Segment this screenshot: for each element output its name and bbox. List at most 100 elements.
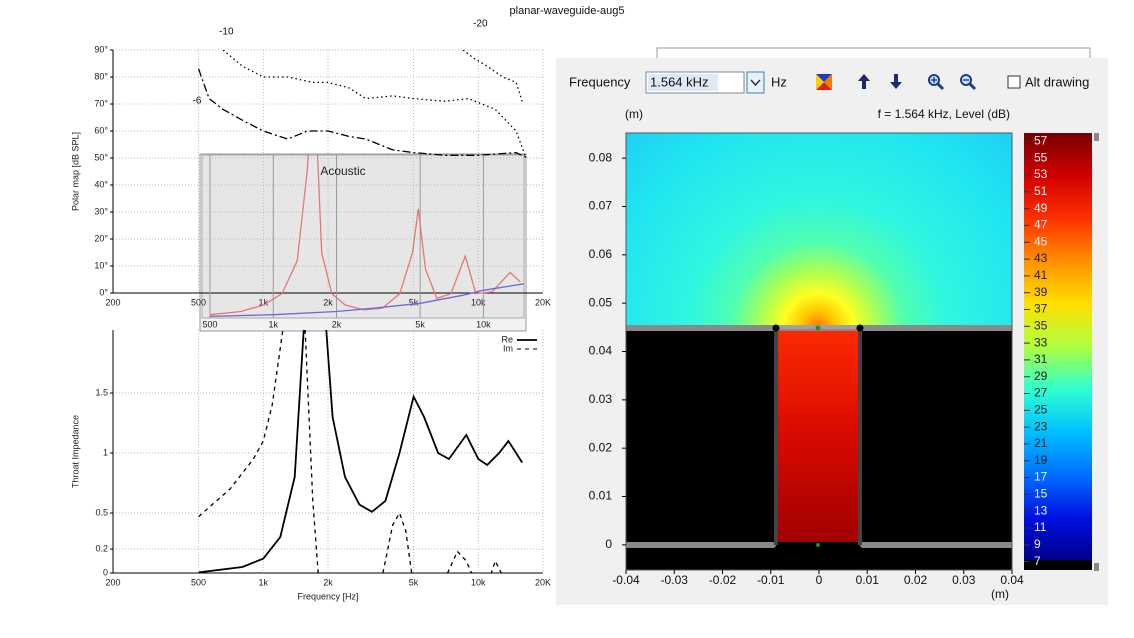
y-tick-label: 0.05 (589, 295, 613, 309)
x-tick-label: 5k (409, 577, 419, 587)
acoustic-plot-area (201, 154, 525, 319)
y-tick-label: 30° (94, 206, 108, 216)
colorbar-handle[interactable] (1094, 563, 1099, 571)
y-tick-label: 0.06 (589, 247, 613, 261)
y-tick-label: 40° (94, 179, 108, 189)
y-tick-label: 10° (94, 260, 108, 270)
x-tick-label: 0.01 (856, 573, 880, 587)
down-button[interactable] (890, 74, 902, 89)
x-tick-label: 0 (816, 573, 823, 587)
x-tick-label: 20K (535, 577, 551, 587)
y-tick-label: 20° (94, 233, 108, 243)
colorbar-tick-label: 31 (1034, 352, 1048, 366)
colorbar-tick-label: 47 (1034, 218, 1048, 232)
x-tick-label: 0.04 (1000, 573, 1024, 587)
x-tick-label: -0.02 (709, 573, 737, 587)
plot-lines (209, 155, 524, 318)
colorbar-tick-label: 11 (1034, 520, 1047, 534)
colorbar-tick-label: 43 (1034, 251, 1048, 265)
x-tick-label: 2k (323, 577, 333, 587)
x-tick-label: 10k (476, 319, 491, 329)
colorbar-tick-label: 29 (1034, 369, 1048, 383)
contour-label: -20 (473, 19, 488, 30)
colorbar-tick-label: 27 (1034, 386, 1048, 400)
y-tick-label: 50° (94, 152, 108, 162)
frequency-label: Frequency (569, 74, 631, 89)
x-tick-label: 5k (409, 297, 419, 307)
legend-label: Im (503, 343, 513, 353)
series-line (198, 330, 503, 573)
y-tick-label: 0.5 (95, 507, 108, 517)
y-tick-label: 60° (94, 125, 108, 135)
palette-button[interactable] (816, 74, 832, 90)
colorbar-tick-label: 53 (1034, 167, 1048, 181)
series-line (198, 330, 523, 573)
colorbar-tick-label: 49 (1034, 201, 1048, 215)
series-line (222, 50, 526, 156)
plot-lines (197, 50, 529, 159)
colorbar-handle[interactable] (1094, 133, 1099, 141)
colorbar-tick-label: 37 (1034, 302, 1048, 316)
colorbar-tick-label: 7 (1034, 554, 1041, 568)
series-line (209, 155, 521, 316)
y-tick-label: 0.01 (589, 489, 613, 503)
frequency-dropdown[interactable] (746, 71, 765, 94)
y-tick-label: 90° (94, 44, 108, 54)
colorbar-tick-label: 15 (1034, 487, 1048, 501)
y-tick-label: 0.08 (589, 150, 613, 164)
x-tick-label: 5k (415, 319, 425, 329)
x-tick-label: 500 (202, 319, 217, 329)
colorbar-bottom (1024, 560, 1092, 570)
y-axis-label: (m) (625, 107, 643, 121)
y-axis-label: Throat Impedance (70, 415, 80, 488)
x-tick-label: 0.03 (952, 573, 976, 587)
legend-label: Re (501, 334, 513, 344)
colorbar-tick-label: 23 (1034, 419, 1048, 433)
y-tick-label: 0.03 (589, 392, 613, 406)
colorbar-tick-label: 55 (1034, 150, 1048, 164)
unit-label: Hz (771, 74, 787, 89)
colorbar-tick-label: 21 (1034, 436, 1048, 450)
dropdown-arrow (750, 79, 761, 87)
colorbar-tick-label: 57 (1034, 134, 1048, 148)
colorbar (1024, 133, 1092, 560)
plot-lines (198, 330, 523, 573)
x-tick-label: 0.02 (904, 573, 928, 587)
y-tick-label: 0.07 (589, 199, 613, 213)
x-tick-label: -0.03 (661, 573, 689, 587)
x-tick-label: -0.01 (757, 573, 785, 587)
colorbar-tick-label: 33 (1034, 335, 1048, 349)
x-tick-label: 500 (191, 297, 206, 307)
x-tick-label: 1k (259, 577, 269, 587)
y-tick-label: 0.02 (589, 440, 613, 454)
y-tick-label: 0 (103, 567, 108, 577)
up-button[interactable] (858, 74, 870, 89)
y-tick-label: 70° (94, 98, 108, 108)
colorbar-tick-label: 35 (1034, 318, 1048, 332)
zoom-out-button[interactable] (960, 74, 977, 91)
series-line (197, 68, 529, 159)
chart-title: Acoustic (320, 164, 365, 178)
frequency-value: 1.564 kHz (650, 74, 709, 89)
x-tick-label: 20K (535, 297, 551, 307)
x-tick-label: 10k (471, 577, 486, 587)
y-tick-label: 0.04 (589, 344, 613, 358)
colorbar-tick-label: 25 (1034, 402, 1048, 416)
chart-title: f = 1.564 kHz, Level (dB) (878, 107, 1010, 121)
zoom-in-button[interactable] (928, 74, 945, 91)
contour-label: -10 (219, 27, 234, 38)
x-tick-label: 1k (269, 319, 279, 329)
colorbar-tick-label: 51 (1034, 184, 1048, 198)
colorbar-tick-label: 39 (1034, 285, 1048, 299)
frequency-selection (648, 74, 718, 91)
alt-drawing-label: Alt drawing (1025, 74, 1089, 89)
y-axis-label: Polar map [dB SPL] (70, 132, 80, 211)
x-tick-label: -0.04 (612, 573, 640, 587)
y-tick-label: 0.2 (95, 543, 108, 553)
y-tick-label: 0 (605, 537, 612, 551)
alt-drawing-checkbox[interactable] (1007, 75, 1021, 89)
x-tick-label: 10k (471, 297, 486, 307)
field-image (626, 133, 1012, 570)
x-tick-label: 2k (332, 319, 342, 329)
